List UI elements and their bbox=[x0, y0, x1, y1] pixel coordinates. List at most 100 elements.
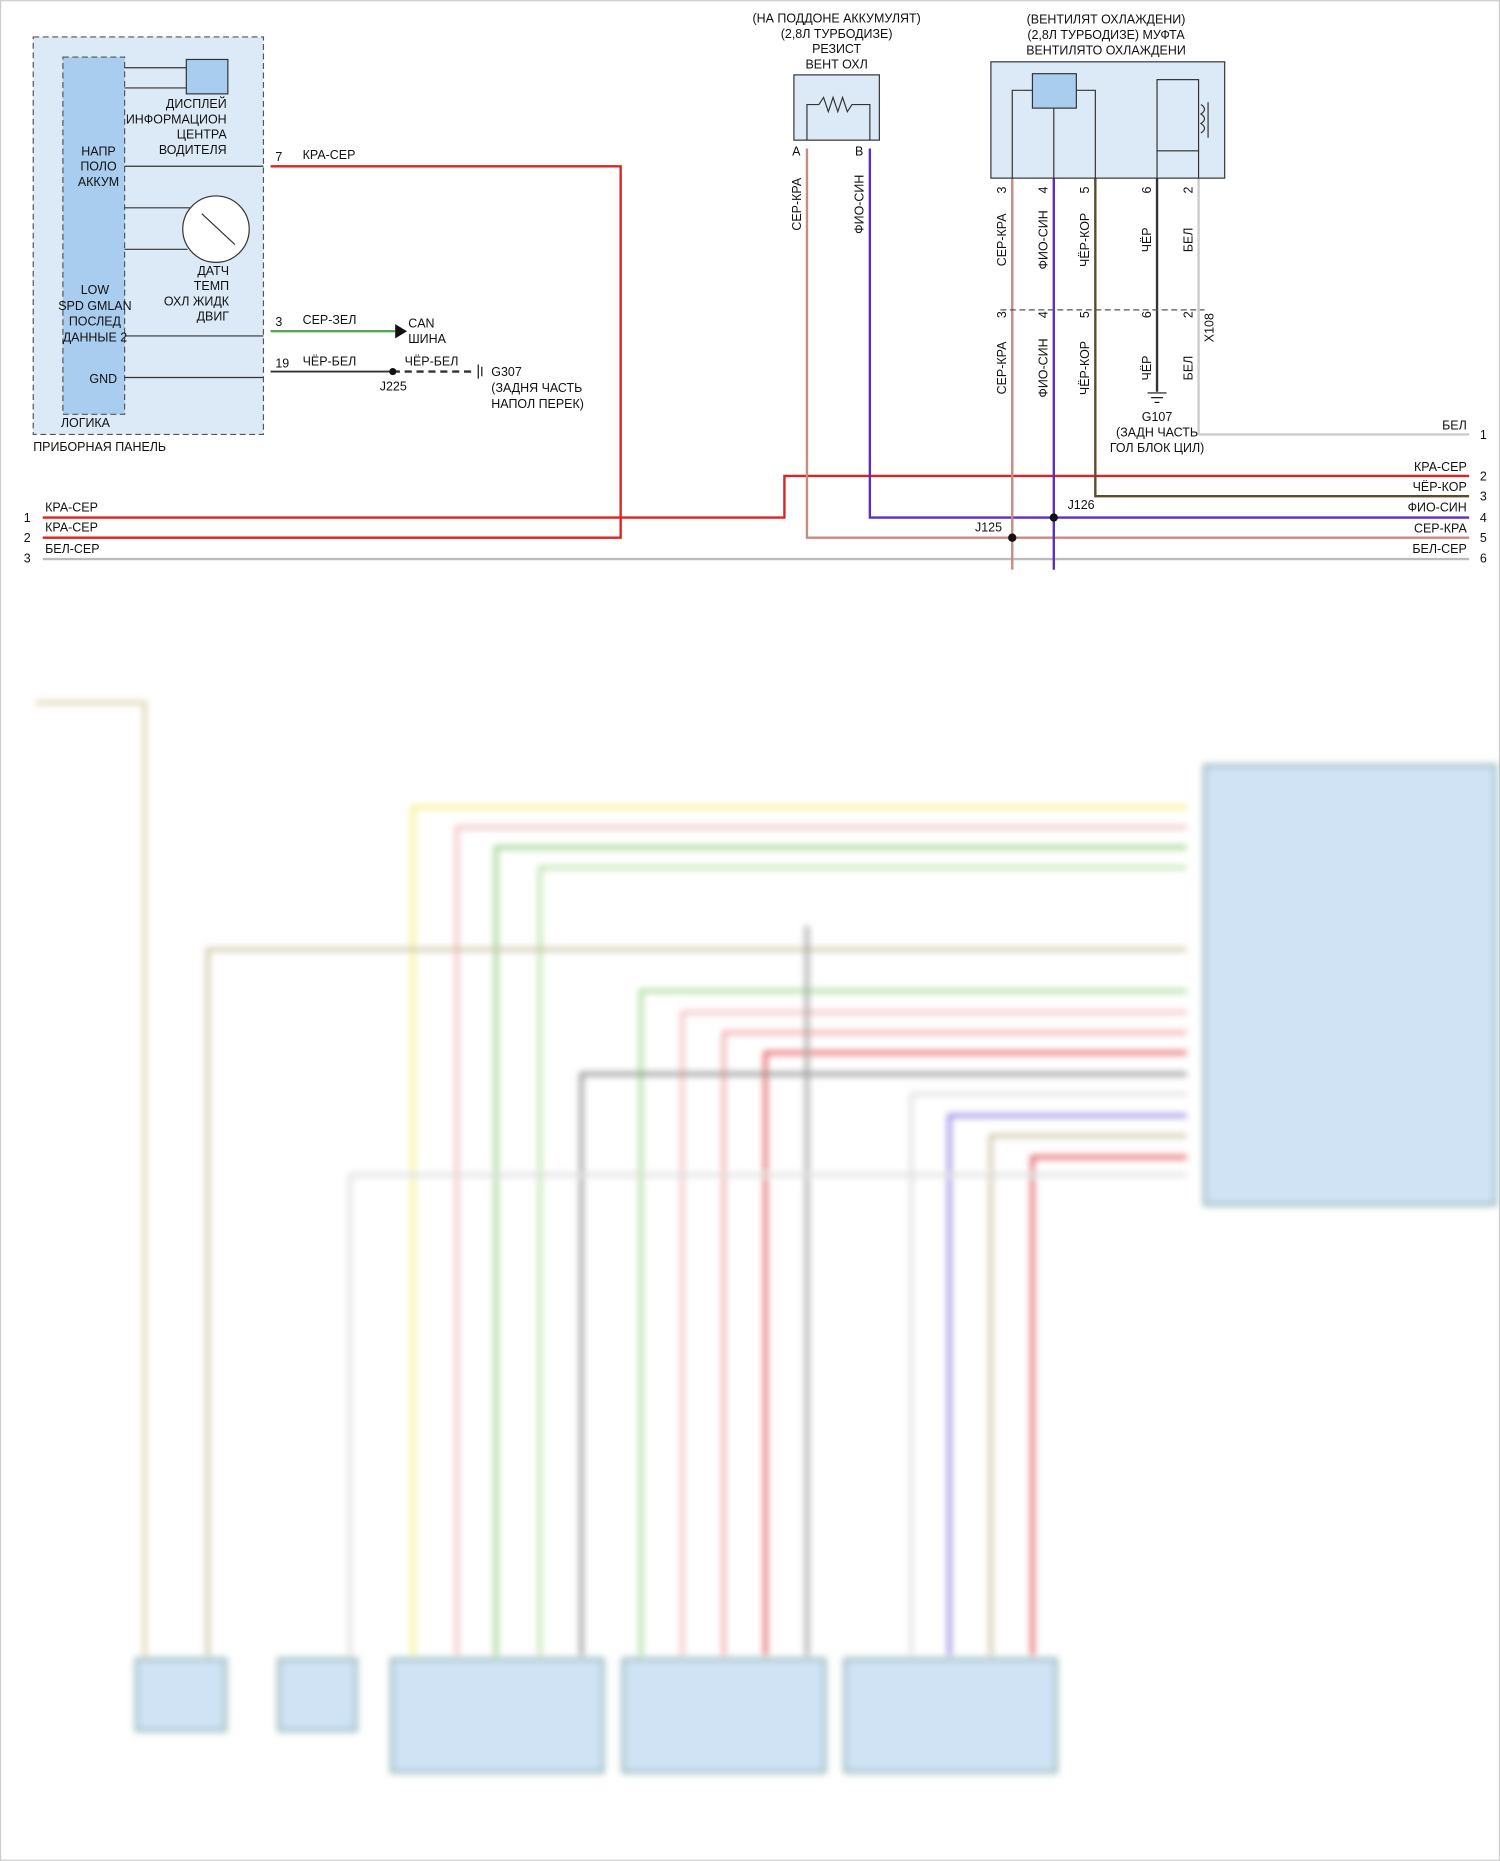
gmlan-label: ДАННЫЕ 2 bbox=[63, 331, 128, 345]
wire-label: СЕР-КРА bbox=[790, 177, 804, 230]
pin-number: 3 bbox=[995, 186, 1009, 193]
wire-label: КРА-СЕР bbox=[303, 148, 356, 162]
ground-label: ГОЛ БЛОК ЦИЛ) bbox=[1110, 441, 1204, 455]
connector-label: X108 bbox=[1203, 313, 1217, 342]
bus-number: 6 bbox=[1480, 551, 1487, 565]
gmlan-label: SPD GMLAN bbox=[58, 299, 131, 313]
bus-number: 3 bbox=[1480, 490, 1487, 504]
gmlan-label: LOW bbox=[81, 283, 110, 297]
splice-dot bbox=[389, 368, 397, 376]
display-label: ИНФОРМАЦИОН bbox=[126, 112, 227, 126]
pin-number: 3 bbox=[995, 311, 1009, 318]
wire-label: СЕР-ЗЕЛ bbox=[303, 313, 357, 327]
ground-label: (ЗАДН ЧАСТЬ bbox=[1116, 426, 1198, 440]
clutch-lines bbox=[1011, 79, 1209, 179]
pin-number: 6 bbox=[1140, 186, 1154, 193]
splice-label: J225 bbox=[380, 379, 407, 393]
wire-label: ЧЁР-КОР bbox=[1078, 213, 1092, 267]
blurred-area bbox=[35, 700, 1498, 1774]
wire-label: ФИО-СИН bbox=[1037, 338, 1051, 397]
battery-label: АККУМ bbox=[78, 175, 119, 189]
wire-label: БЕЛ bbox=[1181, 356, 1195, 381]
wire-label: БЕЛ bbox=[1181, 228, 1195, 253]
bus-number: 1 bbox=[24, 511, 31, 525]
wire-label: ЧЁР-БЕЛ bbox=[303, 354, 357, 368]
wire-label: КРА-СЕР bbox=[1414, 460, 1467, 474]
sensor-label: ОХЛ ЖИДК bbox=[164, 294, 230, 308]
ground-label: (ЗАДНЯ ЧАСТЬ bbox=[491, 381, 582, 395]
wire-label: БЕЛ-СЕР bbox=[45, 542, 99, 556]
pin-number: 7 bbox=[275, 150, 282, 164]
wire-label: СЕР-КРА bbox=[1414, 522, 1467, 536]
wire-label: ЧЁР bbox=[1140, 356, 1154, 381]
wire-label: БЕЛ bbox=[1442, 418, 1467, 432]
gnd-label: GND bbox=[89, 372, 117, 386]
resistor-title: РЕЗИСТ bbox=[812, 42, 861, 56]
wire-label: СЕР-КРА bbox=[995, 213, 1009, 266]
display-label: ДИСПЛЕЙ bbox=[166, 96, 227, 111]
pin-number: 19 bbox=[275, 357, 289, 371]
wire-label: БЕЛ-СЕР bbox=[1412, 542, 1466, 556]
display-label: ВОДИТЕЛЯ bbox=[159, 143, 227, 157]
bus-number: 3 bbox=[24, 551, 31, 565]
splice-label: J126 bbox=[1068, 498, 1095, 512]
pin-number: 4 bbox=[1037, 186, 1051, 193]
pin-letter: B bbox=[855, 144, 863, 158]
pin-letter: A bbox=[792, 144, 801, 158]
ground-label: НАПОЛ ПЕРЕК) bbox=[491, 397, 584, 411]
sensor-label: ДВИГ bbox=[197, 309, 230, 323]
clutch-title: (ВЕНТИЛЯТ ОХЛАЖДЕНИ) bbox=[1027, 13, 1186, 27]
ground-label: G107 bbox=[1142, 410, 1173, 424]
can-label: CAN bbox=[408, 316, 434, 330]
battery-label: НАПР bbox=[81, 144, 115, 158]
wires bbox=[42, 148, 1470, 570]
ground-label: G307 bbox=[491, 365, 522, 379]
ground-g307 bbox=[477, 364, 483, 379]
wire-label: ЧЁР-БЕЛ bbox=[405, 354, 459, 368]
clutch-title: (2,8Л ТУРБОДИЗЕ) МУФТА bbox=[1027, 28, 1185, 42]
sensor-label: ТЕМП bbox=[194, 279, 229, 293]
resistor-title: (НА ПОДДОНЕ АККУМУЛЯТ) bbox=[753, 11, 921, 25]
logic-box bbox=[62, 56, 126, 415]
splice-dot bbox=[1008, 533, 1017, 542]
pin-number: 5 bbox=[1078, 186, 1092, 193]
wire-label: КРА-СЕР bbox=[45, 500, 98, 514]
sensor-label: ДАТЧ bbox=[197, 264, 229, 278]
splice-dot bbox=[1049, 513, 1058, 522]
wire-label: ЧЁР bbox=[1140, 227, 1154, 252]
bus-number: 1 bbox=[1480, 428, 1487, 442]
bus-number: 2 bbox=[1480, 469, 1487, 483]
resistor-symbol bbox=[806, 95, 871, 141]
clutch-module bbox=[1031, 73, 1077, 109]
ground-g107 bbox=[1147, 392, 1167, 404]
pin-number: 5 bbox=[1078, 311, 1092, 318]
wire-label: ЧЁР-КОР bbox=[1413, 480, 1467, 494]
wire-label: СЕР-КРА bbox=[995, 341, 1009, 394]
pin-number: 3 bbox=[275, 315, 282, 329]
wire-label: ЧЁР-КОР bbox=[1078, 341, 1092, 395]
battery-label: ПОЛО bbox=[80, 160, 117, 174]
logic-label: ЛОГИКА bbox=[61, 416, 111, 430]
splice-label: J125 bbox=[975, 521, 1002, 535]
wire-label: КРА-СЕР bbox=[45, 521, 98, 535]
pin-number: 6 bbox=[1140, 311, 1154, 318]
gmlan-label: ПОСЛЕД bbox=[69, 315, 122, 329]
display-label: ЦЕНТРА bbox=[177, 128, 228, 142]
bus-number: 4 bbox=[1480, 511, 1487, 525]
pin-number: 2 bbox=[1181, 311, 1195, 318]
pin-number: 2 bbox=[1181, 186, 1195, 193]
resistor-title: (2,8Л ТУРБОДИЗЕ) bbox=[781, 27, 893, 41]
can-arrow bbox=[395, 324, 408, 339]
resistor-title: ВЕНТ ОХЛ bbox=[805, 58, 867, 72]
clutch-box bbox=[990, 61, 1226, 179]
component-name: ПРИБОРНАЯ ПАНЕЛЬ bbox=[33, 440, 166, 454]
wire-label: ФИО-СИН bbox=[1037, 210, 1051, 269]
wire-label: ФИО-СИН bbox=[1408, 500, 1467, 514]
clutch-title: ВЕНТИЛЯТО ОХЛАЖДЕНИ bbox=[1026, 43, 1186, 57]
bus-number: 5 bbox=[1480, 531, 1487, 545]
bus-number: 2 bbox=[24, 531, 31, 545]
internal-lines bbox=[124, 67, 264, 379]
wire-label: ФИО-СИН bbox=[853, 175, 867, 234]
can-label: ШИНА bbox=[408, 332, 446, 346]
